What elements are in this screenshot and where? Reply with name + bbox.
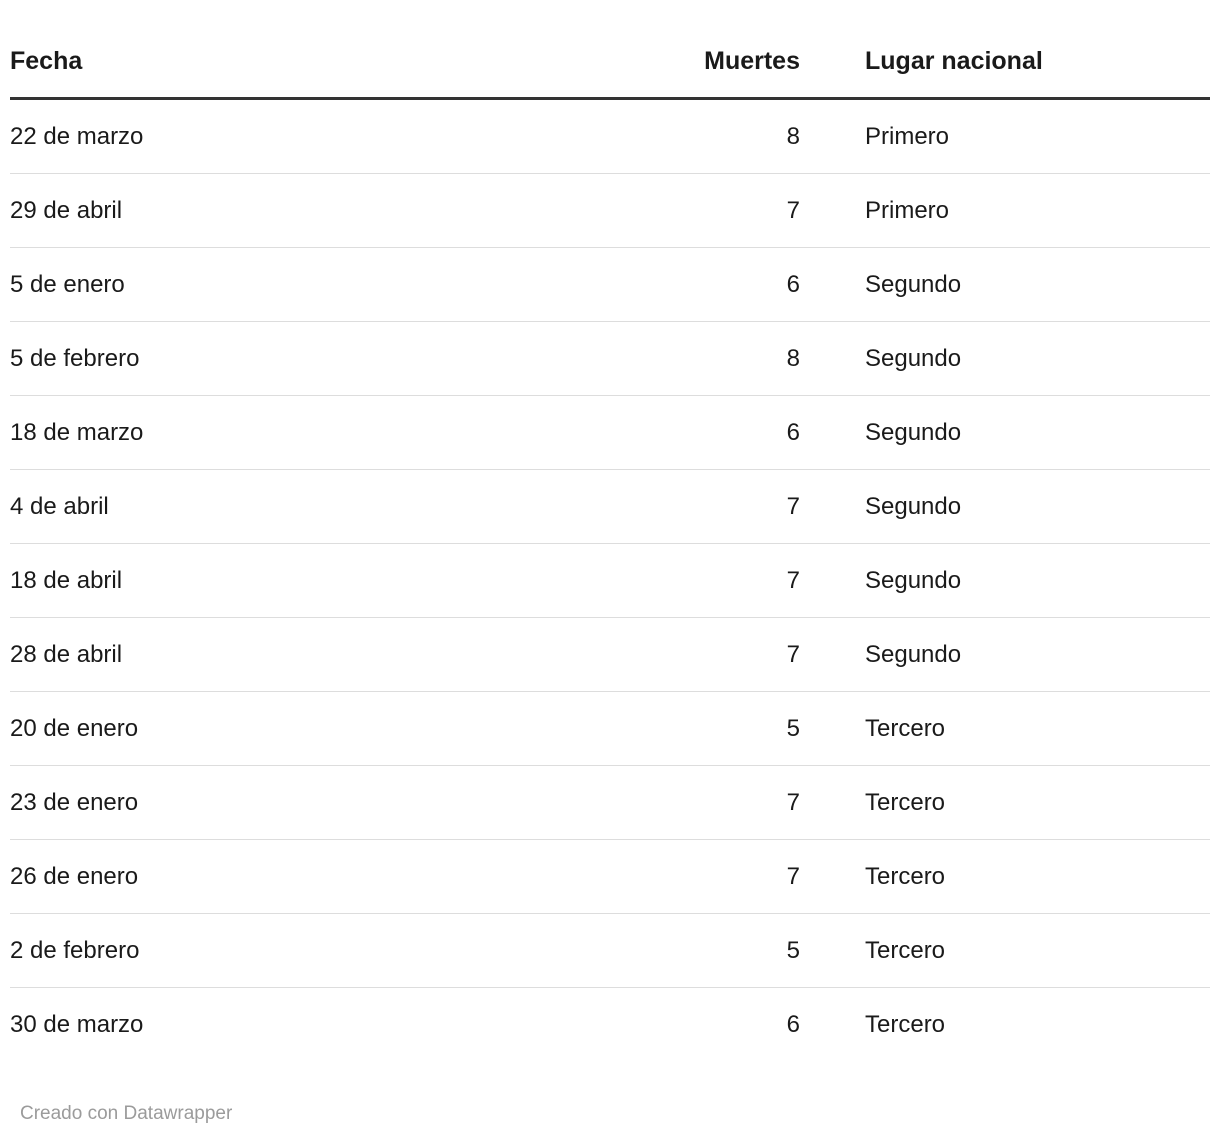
cell-fecha: 29 de abril [10,173,670,248]
table-row: 20 de enero 5 Tercero [10,691,1210,766]
data-table: Fecha Muertes Lugar nacional 22 de marzo… [10,26,1210,1061]
cell-lugar-nacional: Primero [800,98,1210,174]
cell-lugar-nacional: Tercero [800,691,1210,766]
table-row: 5 de enero 6 Segundo [10,247,1210,322]
cell-muertes: 6 [670,247,800,322]
table-row: 18 de marzo 6 Segundo [10,395,1210,470]
cell-fecha: 30 de marzo [10,1010,144,1038]
cell-fecha: 18 de marzo [10,395,670,470]
table-row: 29 de abril 7 Primero [10,173,1210,248]
cell-muertes: 6 [670,395,800,470]
cell-fecha: 28 de abril [10,617,670,692]
table-row: 23 de enero 7 Tercero [10,765,1210,840]
cell-muertes: 7 [670,765,800,840]
cell-lugar-nacional: Segundo [800,395,1210,470]
table-row: 26 de enero 7 Tercero [10,839,1210,914]
table-row: 28 de abril 7 Segundo [10,617,1210,692]
header-row: Fecha Muertes Lugar nacional [10,26,1210,100]
table-row: 22 de marzo 8 Primero [10,98,1210,174]
datawrapper-link[interactable]: Datawrapper [123,1103,233,1124]
table-body: 22 de marzo 8 Primero 29 de abril 7 Prim… [10,98,1210,1062]
cell-lugar-nacional: Segundo [800,247,1210,322]
cell-lugar-nacional: Primero [800,173,1210,248]
cell-muertes: 5 [670,913,800,988]
cell-muertes: 7 [670,543,800,618]
cell-fecha: 5 de febrero [10,321,670,396]
cell-fecha: 26 de enero [10,839,670,914]
cell-fecha: 20 de enero [10,691,670,766]
cell-muertes: 6 [786,1010,800,1038]
column-header-lugar-nacional: Lugar nacional [800,26,1210,100]
column-header-fecha: Fecha [10,26,670,100]
cell-fecha: 22 de marzo [10,98,670,174]
cell-lugar-nacional: Segundo [800,543,1210,618]
cell-fecha: 23 de enero [10,765,670,840]
cell-fecha: 5 de enero [10,247,670,322]
cell-muertes: 5 [670,691,800,766]
cell-muertes: 7 [670,839,800,914]
cell-muertes: 7 [670,173,800,248]
cell-lugar-nacional: Tercero [800,913,1210,988]
cell-lugar-nacional: Tercero [800,839,1210,914]
cell-muertes: 8 [670,98,800,174]
table-row: 30 de marzo 6 Tercero [10,988,1210,1062]
attribution-prefix: Creado con [20,1103,124,1124]
cell-lugar-nacional: Segundo [800,617,1210,692]
cell-fecha: 4 de abril [10,469,670,544]
table-row: 5 de febrero 8 Segundo [10,321,1210,396]
table-header: Fecha Muertes Lugar nacional [10,26,1210,100]
column-header-muertes: Muertes [670,26,800,100]
cell-muertes: 7 [670,617,800,692]
attribution-footer: Creado con Datawrapper [20,1103,1210,1125]
cell-lugar-nacional: Segundo [800,469,1210,544]
cell-muertes: 8 [670,321,800,396]
cell-fecha: 2 de febrero [10,913,670,988]
table-row: 18 de abril 7 Segundo [10,543,1210,618]
cell-lugar-nacional: Segundo [800,321,1210,396]
table-row: 4 de abril 7 Segundo [10,469,1210,544]
cell-fecha: 18 de abril [10,543,670,618]
cell-lugar-nacional: Tercero [800,765,1210,840]
cell-muertes: 7 [670,469,800,544]
cell-lugar-nacional: Tercero [865,1010,946,1038]
table-row: 2 de febrero 5 Tercero [10,913,1210,988]
